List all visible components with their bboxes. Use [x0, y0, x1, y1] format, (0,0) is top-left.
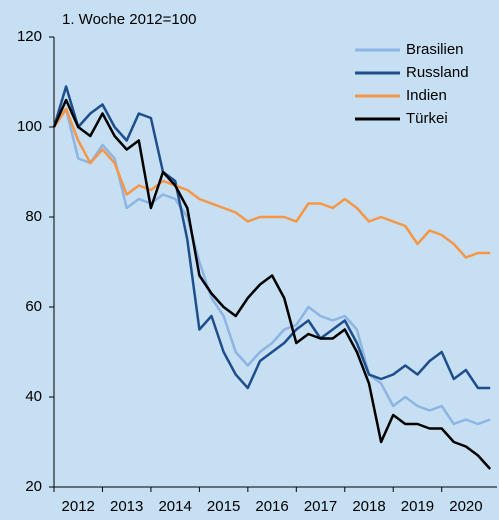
legend-label: Indien — [406, 87, 447, 104]
y-tick-label: 120 — [17, 28, 42, 45]
x-tick-label: 2016 — [255, 498, 288, 515]
series-line — [52, 107, 491, 426]
legend-label: Russland — [406, 64, 469, 81]
y-tick-label: 20 — [25, 478, 42, 495]
x-tick-label: 2015 — [207, 498, 240, 515]
x-tick-label: 2012 — [62, 498, 95, 515]
x-tick-label: 2014 — [158, 498, 191, 515]
y-tick-label: 40 — [25, 388, 42, 405]
legend-label: Brasilien — [406, 41, 464, 58]
y-tick-label: 100 — [17, 118, 42, 135]
x-tick-label: 2017 — [304, 498, 337, 515]
x-tick-label: 2019 — [401, 498, 434, 515]
series-line — [52, 107, 491, 259]
series-line — [52, 98, 492, 470]
y-tick-label: 60 — [25, 298, 42, 315]
y-tick-label: 80 — [25, 208, 42, 225]
legend-label: Türkei — [406, 110, 448, 127]
x-tick-label: 2013 — [110, 498, 143, 515]
series-line — [52, 85, 491, 390]
chart-subtitle: 1. Woche 2012=100 — [62, 11, 196, 28]
x-tick-label: 2020 — [449, 498, 482, 515]
x-tick-label: 2018 — [352, 498, 385, 515]
